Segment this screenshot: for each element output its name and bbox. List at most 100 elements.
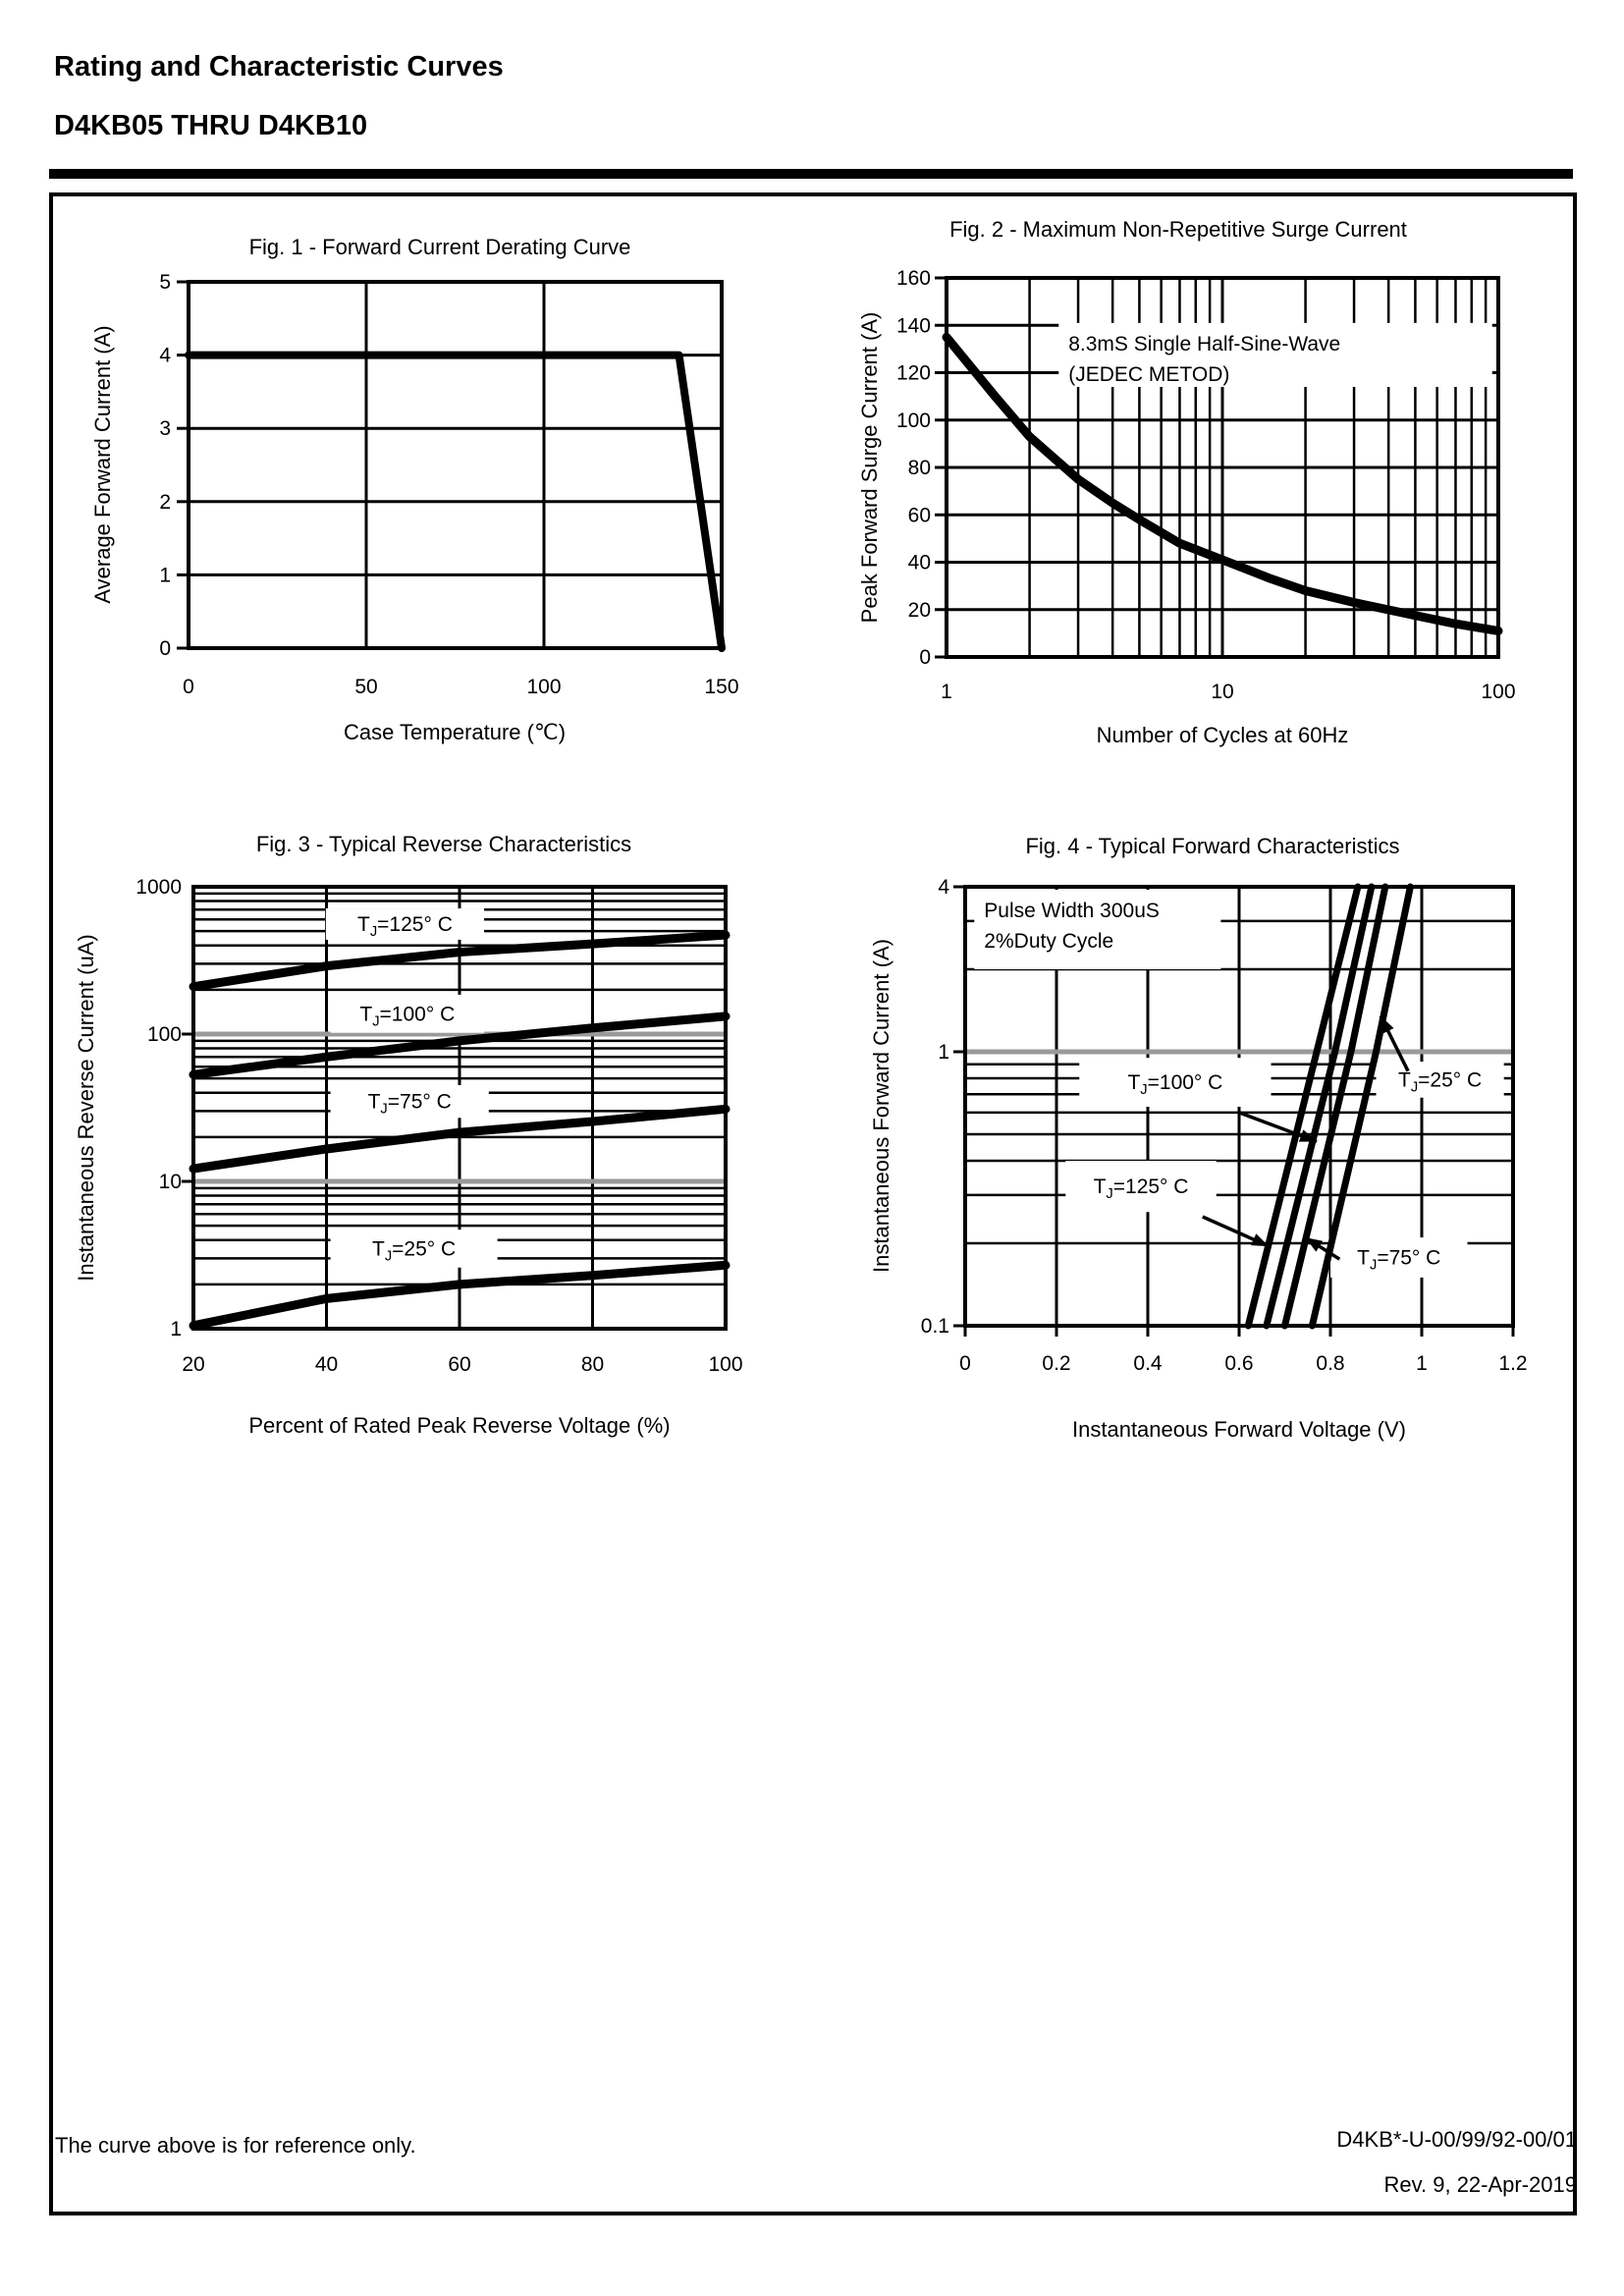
fig3-xtick: 100 xyxy=(708,1353,742,1376)
fig1-gridlines xyxy=(189,282,722,648)
footer-note: The curve above is for reference only. xyxy=(55,2133,416,2158)
fig4-xtick: 0.2 xyxy=(1042,1352,1070,1375)
label-box xyxy=(1376,1062,1504,1098)
fig2-label-boxes: 8.3mS Single Half-Sine-Wave (JEDEC METOD) xyxy=(1058,322,1492,387)
fig3-curve-tj-25 xyxy=(189,1260,731,1331)
fig4-arrow-to-tj25 xyxy=(1379,1014,1410,1072)
fig2-ytick: 120 xyxy=(896,362,931,385)
label-box xyxy=(1065,1161,1217,1213)
fig4-curve-tj-75 xyxy=(1281,883,1389,1330)
figure-fig2: 8.3mS Single Half-Sine-Wave (JEDEC METOD)… xyxy=(857,217,1516,747)
fig3-curve-label: TJ=125° C xyxy=(357,913,453,940)
fig2-x-axis-label: Number of Cycles at 60Hz xyxy=(1097,723,1349,747)
fig3-x-axis-label: Percent of Rated Peak Reverse Voltage (%… xyxy=(248,1413,670,1438)
fig4-ytick: 4 xyxy=(938,876,949,899)
fig1-xtick: 50 xyxy=(354,676,377,698)
fig2-ytick: 0 xyxy=(919,646,931,669)
fig2-ytick: 20 xyxy=(908,599,931,622)
fig1-ytick: 1 xyxy=(159,564,171,586)
fig4-curve-label: TJ=100° C xyxy=(1127,1071,1222,1098)
fig3-title: Fig. 3 - Typical Reverse Characteristics xyxy=(256,832,631,856)
fig1-ytick: 0 xyxy=(159,637,171,660)
fig4-xtick: 0 xyxy=(959,1352,971,1375)
arrowhead xyxy=(1380,1015,1394,1034)
fig3-ytick: 1 xyxy=(170,1318,182,1340)
fig3-curve-tj-125 xyxy=(189,930,731,992)
fig4-curves xyxy=(1244,883,1414,1330)
fig4-title: Fig. 4 - Typical Forward Characteristics xyxy=(1025,834,1399,858)
label-box xyxy=(330,994,485,1033)
figure-fig4: Pulse Width 300uS 2%Duty Cycle TJ=100° C TJ… xyxy=(869,834,1528,1442)
fig1-x-axis-label: Case Temperature (℃) xyxy=(344,720,566,744)
fig3-axes-text: 20 40 60 80 100 1 10 100 1000 Fig. 3 - Typical Re… xyxy=(74,832,743,1438)
content-border xyxy=(49,192,1577,2215)
fig4-xtick: 1.2 xyxy=(1498,1352,1527,1375)
fig4-arrow-to-tj75 xyxy=(1304,1235,1341,1261)
fig3-xtick: 40 xyxy=(315,1353,338,1376)
fig3-curve-tj-100 xyxy=(189,1011,731,1079)
fig2-xtick: 100 xyxy=(1481,681,1515,703)
fig2-annotation-line: (JEDEC METOD) xyxy=(1068,363,1229,386)
fig2-ytick: 140 xyxy=(896,314,931,337)
fig2-xtick: 1 xyxy=(941,681,952,703)
fig4-label-boxes: Pulse Width 300uS 2%Duty Cycle TJ=100° C TJ… xyxy=(974,890,1504,1278)
fig3-plot-frame xyxy=(191,885,728,1331)
fig2-ytick: 80 xyxy=(908,457,931,479)
fig3-ytick: 10 xyxy=(159,1171,182,1193)
page-subtitle: D4KB05 THRU D4KB10 xyxy=(54,110,368,141)
fig1-plot-frame xyxy=(187,280,724,650)
arrowhead xyxy=(1298,1129,1318,1142)
fig4-curve-tj-125 xyxy=(1244,883,1362,1330)
fig4-arrow-to-tj125 xyxy=(1202,1215,1270,1248)
fig3-curve-label: TJ=100° C xyxy=(359,1003,455,1029)
fig4-curve-tj-25 xyxy=(1308,883,1414,1330)
arrowhead xyxy=(1305,1237,1324,1252)
label-box xyxy=(1058,322,1492,387)
fig3-curve-tj-75 xyxy=(189,1104,731,1174)
fig4-axes-text: 0 0.2 0.4 0.6 0.8 1 1.2 0.1 1 4 Fig. 4 - Typical F… xyxy=(869,834,1528,1442)
fig1-xtick: 100 xyxy=(526,676,561,698)
doc-number: D4KB*-U-00/99/92-00/01 xyxy=(1336,2127,1577,2152)
fig1-title: Fig. 1 - Forward Current Derating Curve xyxy=(249,235,631,259)
fig1-ytick: 2 xyxy=(159,491,171,514)
label-box xyxy=(330,1230,498,1268)
fig3-ytick: 1000 xyxy=(135,876,182,899)
fig4-xtick: 0.6 xyxy=(1224,1352,1253,1375)
fig2-ytick: 60 xyxy=(908,504,931,526)
fig4-annotation-line: Pulse Width 300uS xyxy=(984,900,1160,922)
label-box xyxy=(1079,1058,1272,1107)
label-box xyxy=(330,1085,489,1119)
figure-fig1: 0 50 100 150 0 1 2 3 4 5 Fig. 1 - Forward Current … xyxy=(90,235,739,744)
fig1-ytick: 4 xyxy=(159,345,171,367)
fig4-curve-label: TJ=125° C xyxy=(1094,1175,1189,1202)
arrowhead xyxy=(1251,1233,1270,1247)
fig2-ytick: 100 xyxy=(896,410,931,432)
fig2-ytick: 40 xyxy=(908,552,931,574)
page-title: Rating and Characteristic Curves xyxy=(54,51,504,82)
fig2-annotation-line: 8.3mS Single Half-Sine-Wave xyxy=(1068,333,1340,355)
fig4-ytick: 0.1 xyxy=(921,1315,949,1338)
fig3-y-axis-label: Instantaneous Reverse Current (uA) xyxy=(74,934,98,1281)
fig4-x-axis-label: Instantaneous Forward Voltage (V) xyxy=(1072,1417,1406,1442)
fig2-curves xyxy=(942,332,1503,635)
figure-fig3: TJ=125° C TJ=100° C TJ=75° C TJ=25° C 20 40 60… xyxy=(74,832,743,1438)
fig4-xtick: 0.8 xyxy=(1316,1352,1344,1375)
fig1-curves xyxy=(185,351,726,652)
fig2-xtick: 10 xyxy=(1211,681,1233,703)
fig4-curve-label: TJ=25° C xyxy=(1398,1068,1482,1095)
fig4-xtick: 1 xyxy=(1416,1352,1428,1375)
fig3-xtick: 80 xyxy=(581,1353,604,1376)
fig3-curve-label: TJ=25° C xyxy=(372,1237,456,1264)
fig3-xtick: 20 xyxy=(182,1353,204,1376)
fig4-annotation-line: 2%Duty Cycle xyxy=(984,930,1113,953)
divider-rule xyxy=(49,169,1573,179)
fig3-ytick: 100 xyxy=(147,1023,182,1046)
fig3-curve-label: TJ=75° C xyxy=(368,1091,452,1118)
fig1-curve-average-forward-current xyxy=(185,351,726,652)
label-box xyxy=(1330,1237,1468,1278)
fig2-y-axis-label: Peak Forward Surge Current (A) xyxy=(857,312,882,624)
fig4-curve-tj-100 xyxy=(1263,883,1376,1330)
fig1-axes-text: 0 50 100 150 0 1 2 3 4 5 Fig. 1 - Forward Current … xyxy=(90,235,739,744)
